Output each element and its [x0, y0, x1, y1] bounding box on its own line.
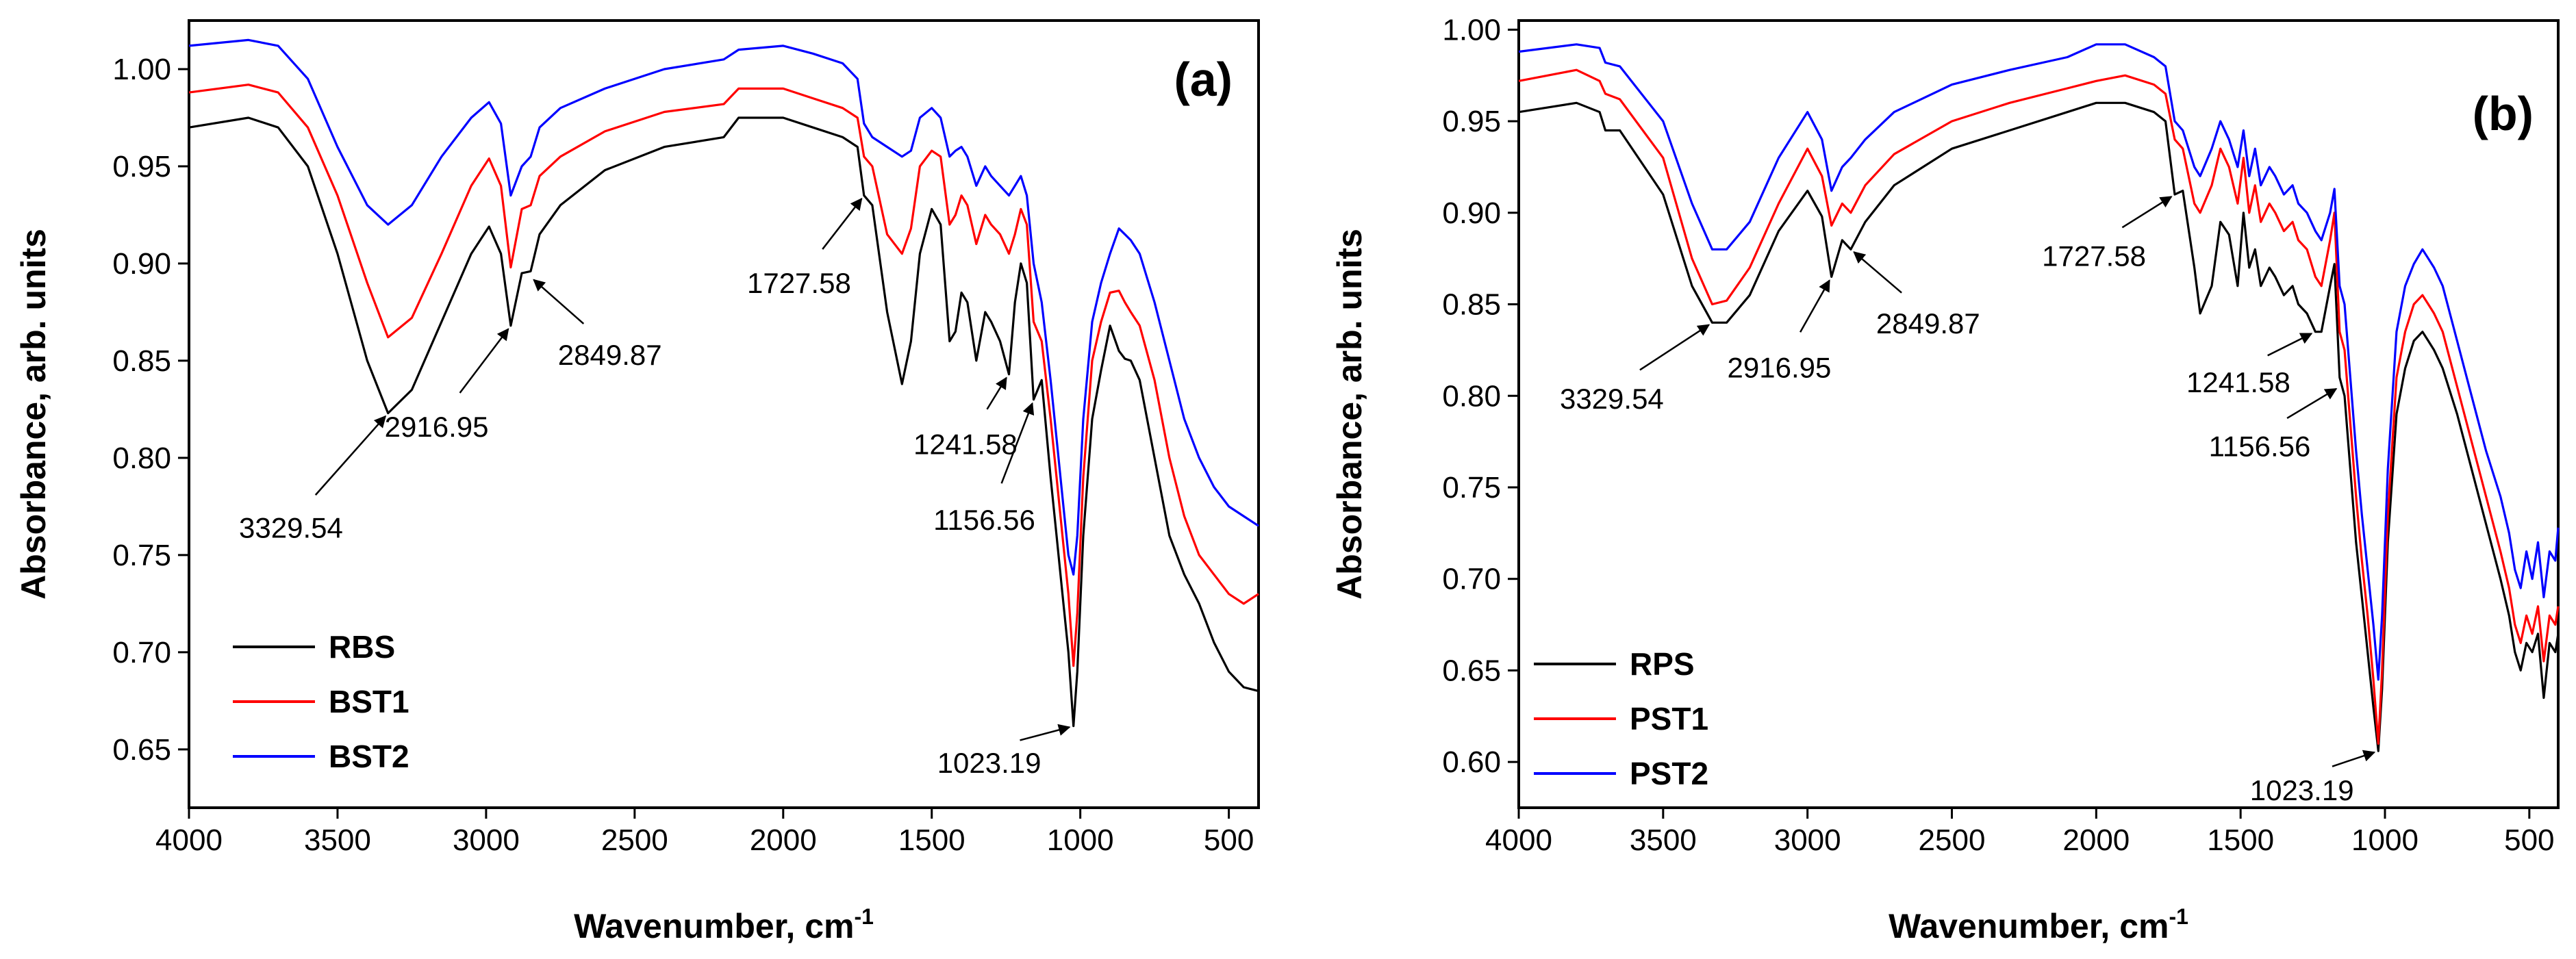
y-axis-title: Absorbance, arb. units: [1330, 229, 1369, 600]
annotation-arrow: [314, 415, 387, 496]
annotation-label: 1156.56: [2209, 430, 2311, 462]
x-axis-title-superscript: -1: [2169, 904, 2188, 929]
panel-label-b: (b): [2473, 87, 2534, 140]
x-tick-label: 1000: [1047, 823, 1114, 857]
x-tick-label: 3500: [1630, 823, 1697, 857]
y-tick-label: 1.00: [112, 53, 171, 86]
legend-label-rbs: RBS: [329, 629, 395, 665]
y-tick-label: 0.85: [112, 344, 171, 378]
y-tick-label: 0.90: [1442, 196, 1501, 230]
annotation-arrow: [1020, 724, 1071, 741]
annotation-arrow: [1853, 251, 1902, 294]
x-tick-label: 4000: [155, 823, 223, 857]
y-tick-label: 0.65: [1442, 654, 1501, 687]
annotation-arrow: [459, 328, 509, 394]
x-axis-title-text: Wavenumber, cm: [1889, 907, 2169, 945]
legend-label-rps: RPS: [1630, 646, 1695, 682]
annotation-label: 1156.56: [933, 504, 1035, 536]
annotation-label: 2916.95: [1728, 351, 1832, 383]
x-tick-label: 1500: [2207, 823, 2274, 857]
y-tick-label: 0.75: [1442, 471, 1501, 504]
series-line-rbs: [188, 116, 1259, 728]
legend-label-bst2: BST2: [329, 739, 409, 774]
annotation-label: 2849.87: [1876, 307, 1980, 340]
x-tick-label: 500: [1204, 823, 1254, 857]
x-axis-title: Wavenumber, cm-1: [1889, 904, 2188, 945]
series-line-bst1: [188, 84, 1259, 667]
legend-label-pst1: PST1: [1630, 701, 1708, 737]
annotation-arrow: [2267, 333, 2313, 357]
annotation-arrow: [986, 376, 1007, 410]
y-tick-label: 0.85: [1442, 288, 1501, 322]
annotation-label: 1727.58: [747, 267, 851, 299]
x-tick-label: 2500: [1919, 823, 1986, 857]
annotation-label: 2849.87: [558, 339, 662, 371]
chart-panel-b: Absorbance, arb. units Wavenumber, cm-1 …: [1330, 13, 2560, 945]
x-tick-label: 1500: [898, 823, 965, 857]
annotation-arrow: [533, 279, 585, 324]
x-tick-label: 3500: [304, 823, 371, 857]
y-tick-label: 0.75: [112, 539, 171, 572]
plot-area-frame: [188, 19, 1260, 809]
annotation-arrow: [1000, 402, 1035, 484]
annotation-arrow: [2332, 750, 2376, 767]
annotation-arrow: [1800, 279, 1830, 333]
chart-panel-a: Absorbance, arb. units Wavenumber, cm-1 …: [14, 19, 1260, 945]
annotation-label: 3329.54: [1560, 383, 1664, 415]
y-tick-label: 0.60: [1442, 745, 1501, 779]
x-axis-title: Wavenumber, cm-1: [574, 904, 874, 945]
annotation-label: 1023.19: [937, 747, 1041, 779]
panel-label-a: (a): [1174, 53, 1233, 106]
series-line-bst2: [188, 38, 1259, 576]
annotation-label: 1241.58: [913, 428, 1018, 460]
legend-label-bst1: BST1: [329, 684, 409, 719]
y-tick-label: 0.80: [112, 442, 171, 475]
y-tick-label: 0.70: [1442, 563, 1501, 596]
x-tick-label: 3000: [453, 823, 520, 857]
annotation-arrow: [2286, 387, 2338, 420]
x-tick-label: 1000: [2351, 823, 2419, 857]
y-tick-label: 1.00: [1442, 13, 1501, 47]
x-tick-label: 2000: [2062, 823, 2130, 857]
annotation-label: 1023.19: [2250, 774, 2354, 806]
x-tick-label: 4000: [1485, 823, 1552, 857]
plot-area-frame: [1517, 19, 2560, 809]
y-tick-label: 0.80: [1442, 379, 1501, 413]
annotation-label: 1727.58: [2042, 240, 2146, 272]
annotation-label: 1241.58: [2186, 366, 2290, 398]
annotation-arrow: [822, 197, 863, 250]
x-tick-label: 3000: [1774, 823, 1841, 857]
annotation-arrow: [1639, 324, 1710, 371]
series-line-rps: [1518, 101, 2560, 752]
annotation-label: 3329.54: [239, 512, 343, 544]
annotation-label: 2916.95: [385, 411, 489, 443]
series-line-pst2: [1518, 43, 2560, 681]
x-axis-title-superscript: -1: [854, 904, 873, 929]
series-line-pst1: [1518, 68, 2560, 745]
y-axis-title: Absorbance, arb. units: [14, 229, 53, 600]
legend-label-pst2: PST2: [1630, 756, 1708, 791]
y-tick-label: 0.65: [112, 733, 171, 767]
y-tick-label: 0.95: [1442, 105, 1501, 138]
x-tick-label: 2000: [750, 823, 817, 857]
x-tick-label: 2500: [601, 823, 668, 857]
annotation-arrow: [2121, 196, 2173, 229]
x-tick-label: 500: [2504, 823, 2554, 857]
y-tick-label: 0.95: [112, 150, 171, 183]
y-tick-label: 0.70: [112, 636, 171, 669]
x-axis-title-text: Wavenumber, cm: [574, 907, 854, 945]
y-tick-label: 0.90: [112, 247, 171, 281]
